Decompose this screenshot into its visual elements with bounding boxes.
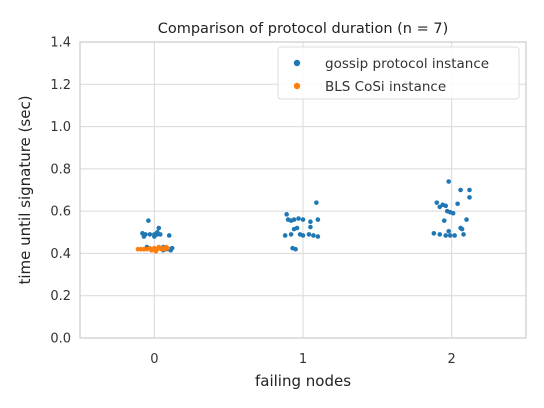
- gossip-point: [452, 233, 457, 238]
- gossip-point: [459, 226, 465, 232]
- gossip-point: [443, 203, 449, 209]
- y-tick-label: 0.8: [50, 162, 71, 177]
- legend-label-bls: BLS CoSi instance: [325, 79, 446, 95]
- y-tick-labels: 0.0 0.2 0.4 0.6 0.8 1.0 1.2 1.4: [50, 36, 71, 347]
- gossip-point: [315, 217, 321, 222]
- legend-marker-gossip: [293, 59, 301, 67]
- gossip-point: [315, 234, 321, 239]
- x-tick-label: 2: [448, 352, 456, 367]
- data-points: [135, 179, 472, 254]
- gossip-point: [291, 226, 297, 232]
- y-tick-label: 0.0: [50, 332, 71, 347]
- gossip-point: [446, 228, 451, 234]
- gossip-point: [282, 233, 288, 238]
- chart-title: Comparison of protocol duration (n = 7): [158, 21, 449, 37]
- y-tick-label: 1.4: [50, 36, 71, 51]
- bls-point: [165, 245, 171, 251]
- gossip-point: [156, 225, 162, 231]
- gossip-point: [455, 201, 460, 207]
- gossip-point: [441, 218, 447, 223]
- x-axis-label: failing nodes: [255, 372, 351, 390]
- y-tick-label: 1.2: [50, 78, 71, 93]
- gossip-point: [461, 232, 466, 237]
- gossip-point: [446, 179, 451, 184]
- legend-box: [277, 46, 520, 100]
- gossip-point: [293, 246, 298, 252]
- gossip-point: [300, 233, 306, 238]
- gossip-point: [284, 212, 289, 217]
- gossip-point: [296, 216, 301, 221]
- y-tick-label: 1.0: [50, 120, 71, 135]
- gossip-point: [157, 232, 163, 237]
- gossip-point: [288, 232, 294, 237]
- gossip-point: [147, 232, 153, 237]
- x-tick-label: 0: [150, 352, 158, 367]
- gossip-point: [447, 233, 453, 238]
- gossip-point: [306, 232, 312, 237]
- gossip-point: [314, 200, 319, 205]
- x-tick-labels: 0 1 2: [150, 352, 456, 367]
- legend-marker-bls: [293, 82, 301, 90]
- gossip-point: [288, 218, 294, 223]
- y-axis-label: time until signature (sec): [16, 95, 34, 284]
- gossip-point: [458, 187, 463, 193]
- gossip-point: [464, 217, 469, 222]
- gossip-point: [467, 187, 472, 193]
- gossip-point: [152, 234, 157, 239]
- gossip-point: [308, 224, 313, 230]
- gossip-point: [467, 195, 472, 200]
- gossip-point: [443, 233, 449, 238]
- y-tick-label: 0.6: [50, 205, 71, 220]
- gossip-point: [431, 231, 437, 236]
- chart-title-text: Comparison of protocol duration: [158, 21, 393, 37]
- legend: gossip protocol instance BLS CoSi instan…: [277, 46, 520, 100]
- y-tick-label: 0.2: [50, 289, 71, 304]
- gossip-point: [437, 204, 443, 210]
- x-tick-label: 1: [299, 352, 307, 367]
- gossip-point: [166, 233, 172, 238]
- gossip-point: [146, 218, 151, 223]
- gossip-point: [437, 232, 443, 237]
- gossip-point: [434, 200, 440, 205]
- legend-label-gossip: gossip protocol instance: [325, 56, 489, 72]
- gossip-point: [300, 217, 306, 222]
- plot-frame: [79, 41, 527, 339]
- gossip-point: [308, 219, 313, 225]
- gossip-point: [141, 234, 147, 239]
- gossip-point: [311, 233, 316, 238]
- y-tick-label: 0.4: [50, 247, 71, 262]
- gossip-point: [450, 210, 456, 216]
- chart-title-math: (n = 7): [397, 21, 448, 37]
